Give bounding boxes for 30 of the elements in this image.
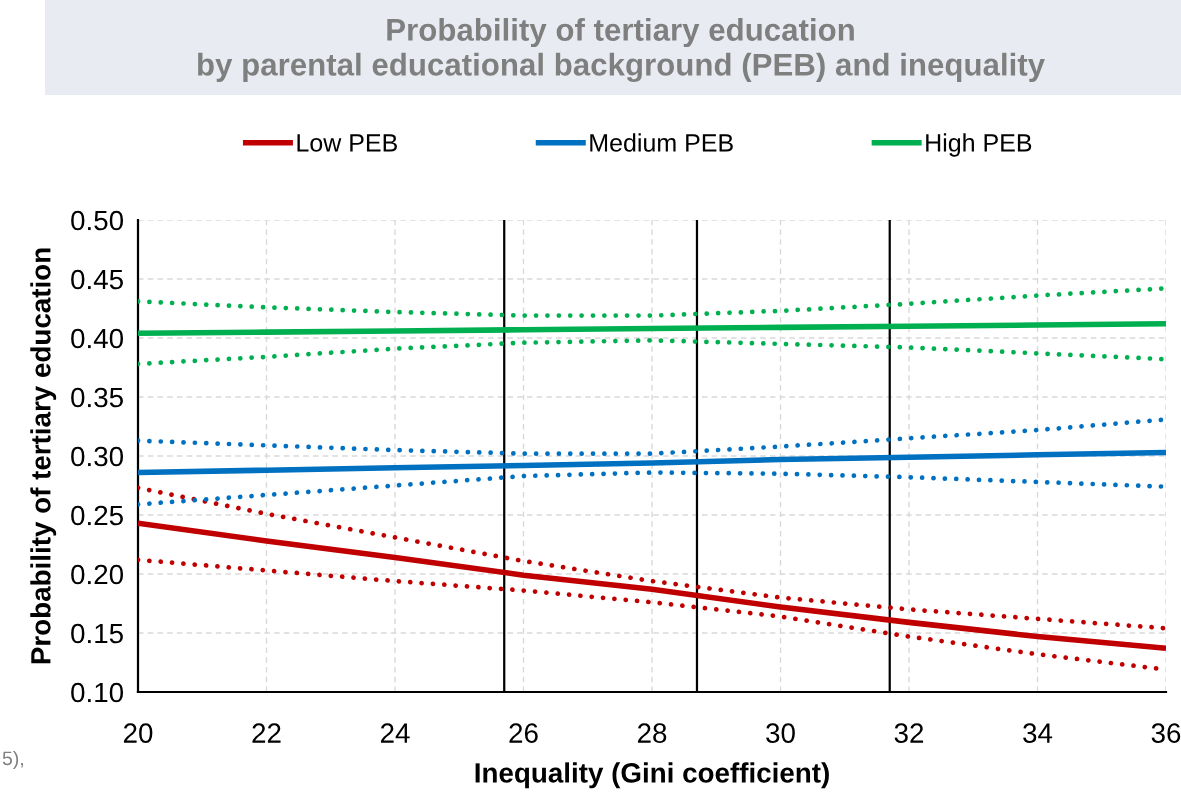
y-axis-title: Probability of tertiary education <box>30 248 57 664</box>
x-tick-label: 24 <box>380 723 410 743</box>
x-tick-label: 32 <box>894 723 924 743</box>
x-tick-label: 30 <box>766 723 795 743</box>
x-tick-label: 26 <box>509 723 538 743</box>
y-tick-label: 0.25 <box>71 505 123 526</box>
legend-label: Low PEB <box>297 134 397 152</box>
line-series <box>138 286 1166 318</box>
text: 5), <box>2 750 23 770</box>
line-series <box>138 417 1166 456</box>
y-tick-label: 0.20 <box>71 564 124 585</box>
x-tick-label: 36 <box>1151 723 1181 743</box>
chart-title: Probability of tertiary education by parental educational background (PEB) and inequality <box>198 17 1045 83</box>
y-tick-label: 0.40 <box>71 328 124 349</box>
y-tick-label: 0.45 <box>71 269 123 290</box>
y-tick-label: 0.15 <box>71 623 123 644</box>
line-series <box>138 485 1166 631</box>
line-series <box>138 470 1166 507</box>
y-tick-label: 0.35 <box>71 387 123 408</box>
x-axis-title: Inequality (Gini coefficient) <box>475 762 829 789</box>
line-series <box>138 338 1166 367</box>
x-tick-label: 20 <box>123 723 153 743</box>
y-tick-label: 0.10 <box>71 682 124 703</box>
x-tick-label: 22 <box>252 723 281 743</box>
x-tick-label: 34 <box>1023 723 1053 743</box>
x-tick-label: 28 <box>637 723 667 743</box>
legend-label: High PEB <box>926 133 1032 157</box>
y-tick-label: 0.30 <box>71 446 124 467</box>
y-tick-label: 0.50 <box>71 210 124 231</box>
legend-label: Medium PEB <box>590 133 733 152</box>
